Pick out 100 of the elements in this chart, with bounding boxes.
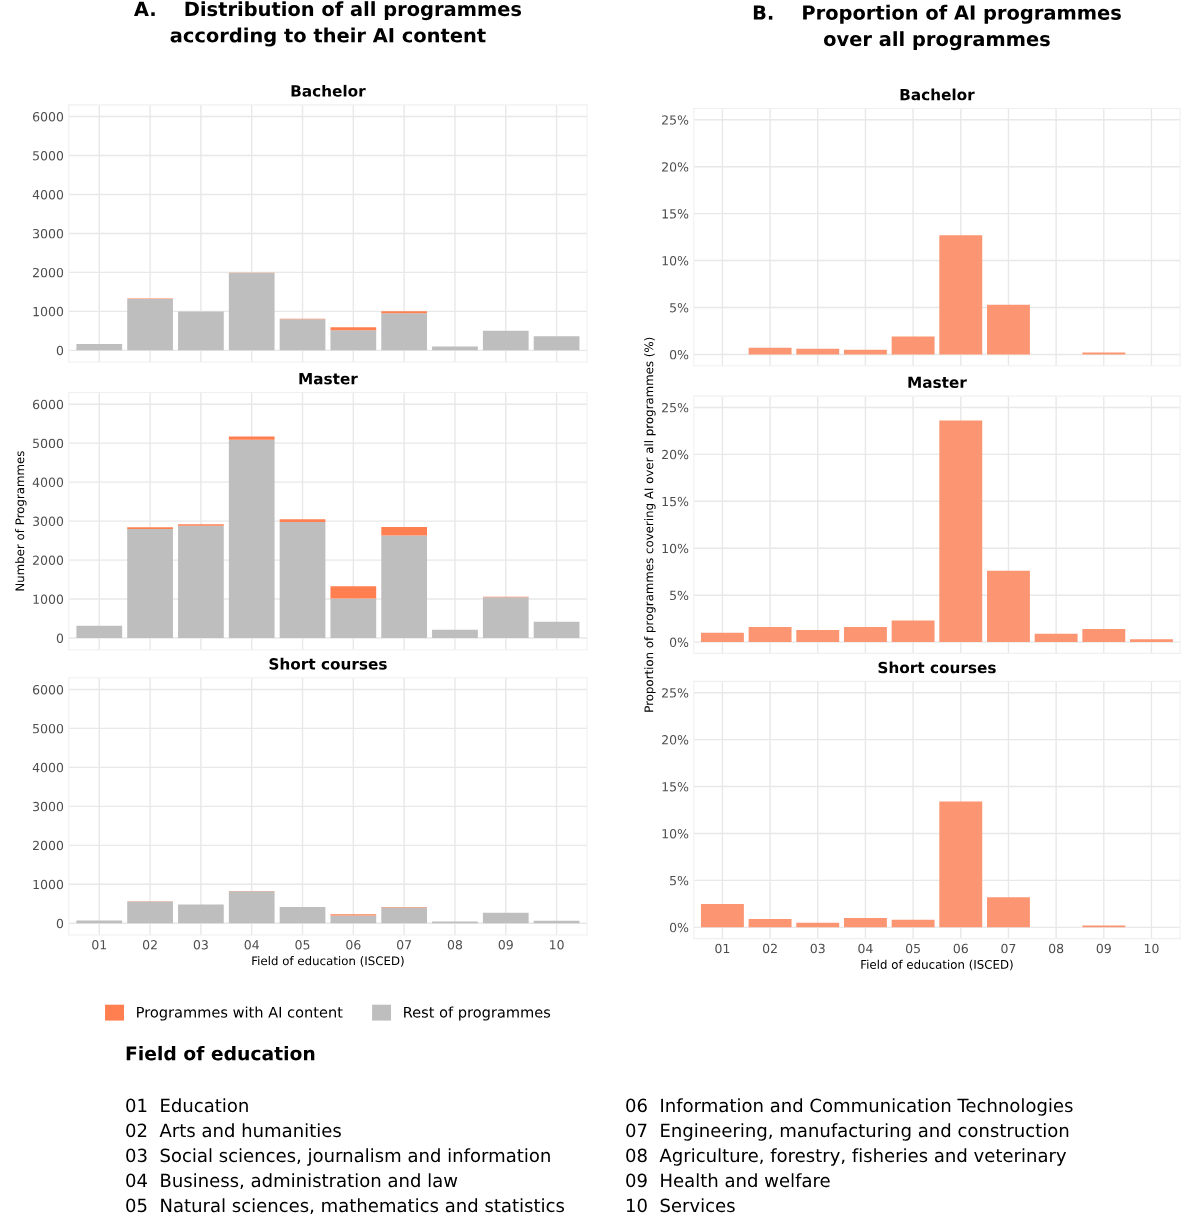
bar (127, 901, 173, 924)
bar (279, 907, 326, 924)
bar (279, 519, 326, 522)
x-tick-label: 03 (193, 940, 208, 950)
chart-title: A. Distribution of all programmes according to their AI content (133, 1, 522, 47)
chart-title: B. Proportion of AI programmes over all programmes (753, 4, 1121, 51)
bar (330, 915, 377, 924)
bar (381, 311, 428, 314)
bar (700, 903, 744, 928)
bar (330, 327, 377, 331)
bar (381, 535, 428, 639)
x-tick-label: 08 (447, 940, 463, 950)
chart-title: Short courses (878, 661, 996, 674)
bar (76, 625, 123, 639)
text: 03 Social sciences, journalism and information (126, 1148, 550, 1166)
x-tick-label: 10 (1144, 943, 1159, 954)
y-tick-label: 2000 (33, 840, 64, 851)
y-tick-label: 4000 (32, 189, 64, 200)
bar (843, 627, 887, 643)
y-tick-label: 0 (56, 918, 64, 929)
x-tick-label: 04 (858, 943, 873, 954)
y-tick-label: 0 (56, 633, 64, 643)
text: 08 Agriculture, forestry, fisheries and veterinary (626, 1148, 1067, 1166)
bar (127, 298, 173, 351)
y-tick-label: 1000 (33, 879, 64, 890)
bar (987, 897, 1030, 928)
bar (843, 917, 887, 928)
y-tick-label: 3000 (33, 801, 64, 812)
x-tick-label: 04 (244, 940, 259, 950)
bar (533, 336, 580, 351)
y-tick-label: 20% (662, 162, 689, 172)
y-tick-label: 5000 (33, 723, 64, 734)
y-tick-label: 4000 (32, 762, 64, 773)
bar (127, 528, 173, 639)
y-tick-label: 0% (669, 922, 689, 933)
y-tick-label: 5% (670, 875, 689, 886)
x-tick-label: 03 (810, 943, 825, 954)
x-tick-label: 02 (762, 943, 777, 954)
bar (330, 598, 377, 639)
y-tick-label: 10% (662, 256, 689, 266)
bar (330, 586, 377, 599)
chart-title: Master (299, 373, 358, 385)
bar (700, 632, 744, 643)
bar (330, 330, 377, 351)
bar (381, 313, 428, 351)
bar (939, 801, 983, 928)
text: 06 Information and Communication Technologies (626, 1098, 1073, 1116)
y-tick-label: 5% (670, 590, 689, 601)
text: 09 Health and welfare (626, 1173, 830, 1188)
bar (1034, 633, 1078, 643)
bar (939, 420, 983, 643)
y-tick-label: 25% (662, 402, 689, 413)
chart-subtitle: Bachelor (900, 88, 975, 101)
y-tick-label: 6000 (32, 399, 64, 410)
x-axis-title: Field of education (ISCED) (861, 959, 1013, 971)
legend-label: Rest of programmes (404, 1006, 551, 1021)
bar (228, 891, 275, 924)
bar (891, 620, 935, 643)
bar (891, 919, 935, 928)
x-tick-label: 07 (1001, 943, 1016, 954)
text: 02 Arts and humanities (126, 1123, 341, 1138)
bar (76, 344, 123, 351)
x-tick-label: 02 (142, 940, 157, 950)
y-tick-label: 0% (669, 637, 689, 648)
bar (432, 629, 478, 639)
bar (939, 235, 983, 355)
bar (381, 907, 428, 924)
y-axis-title: Number of Programmes (15, 451, 27, 591)
bar (987, 304, 1030, 355)
bar (533, 621, 580, 639)
y-tick-label: 4000 (32, 477, 64, 488)
x-tick-label: 06 (953, 943, 968, 954)
x-tick-label: 07 (397, 940, 412, 950)
bar (482, 912, 529, 924)
bar (748, 347, 792, 355)
y-tick-label: 6000 (32, 684, 64, 695)
x-axis-title: Field of education (ISCED) (252, 956, 404, 967)
bar (482, 597, 529, 639)
y-tick-label: 25% (662, 115, 689, 125)
y-tick-label: 5000 (33, 150, 64, 161)
bar (228, 273, 275, 351)
x-tick-label: 09 (1096, 943, 1111, 954)
x-tick-label: 06 (346, 940, 361, 950)
bar (482, 330, 529, 351)
legend-label: Programmes with AI content (137, 1006, 343, 1021)
x-tick-label: 10 (550, 940, 564, 950)
y-tick-label: 3000 (33, 228, 64, 239)
y-tick-label: 25% (662, 688, 689, 698)
bar (381, 527, 428, 536)
y-tick-label: 2000 (33, 267, 64, 278)
y-tick-label: 15% (662, 209, 689, 219)
y-tick-label: 20% (662, 449, 689, 460)
bar (279, 521, 326, 639)
bar (1082, 628, 1126, 643)
y-tick-label: 1000 (33, 594, 64, 604)
bar (178, 311, 224, 351)
y-tick-label: 6000 (32, 112, 64, 122)
bar (279, 319, 326, 351)
chart-subtitle: Bachelor (291, 84, 366, 97)
x-tick-label: 01 (715, 943, 730, 954)
